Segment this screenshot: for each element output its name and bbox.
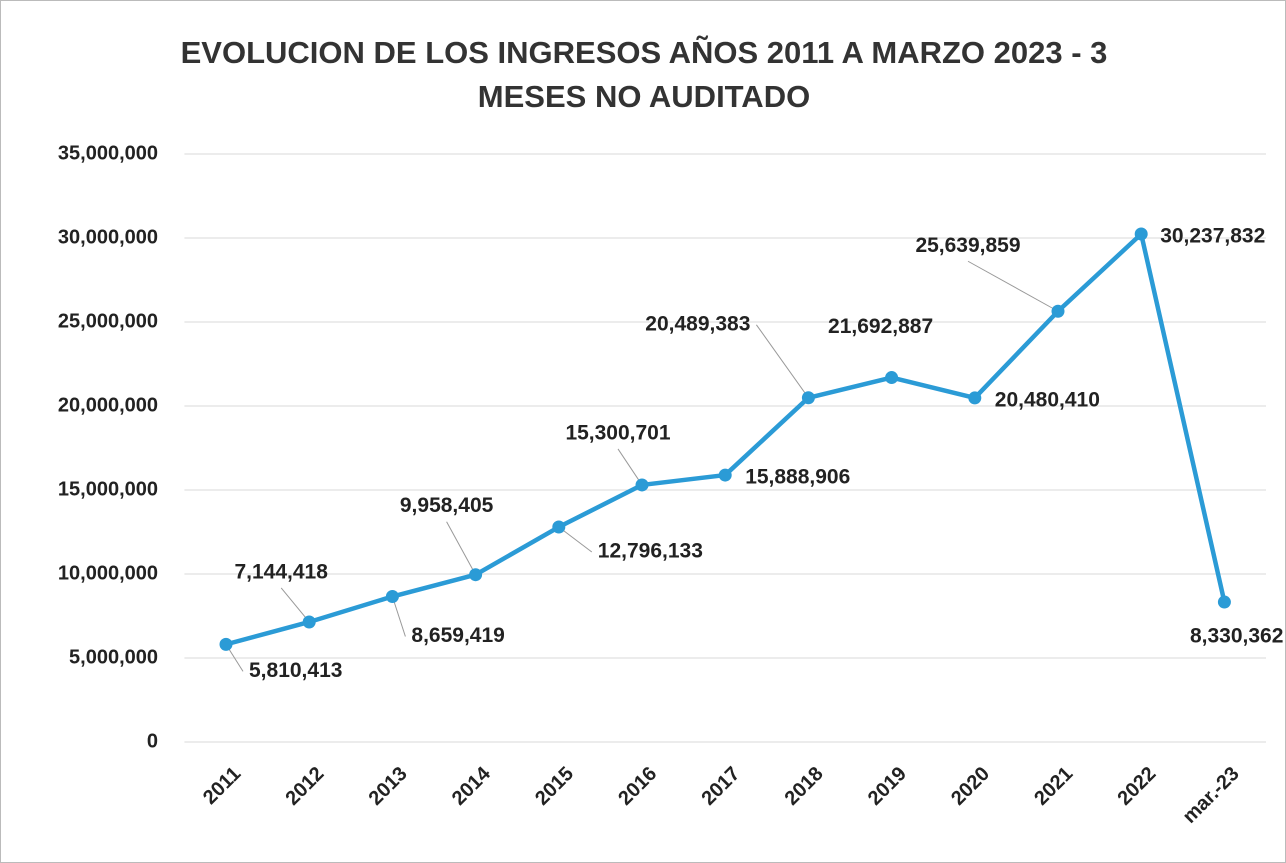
data-label: 21,692,887 (828, 315, 933, 338)
data-line (225, 231, 1227, 647)
data-label: 30,237,832 (1160, 225, 1265, 248)
x-tick-label: 2012 (281, 763, 328, 810)
data-label: 5,810,413 (249, 659, 342, 682)
y-tick-label: 35,000,000 (58, 142, 158, 164)
data-point (552, 520, 566, 534)
x-tick-label: 2017 (697, 763, 744, 810)
data-point (1051, 304, 1065, 318)
x-tick-label: 2016 (614, 763, 661, 810)
data-point (1217, 595, 1231, 609)
x-tick-label: 2015 (531, 763, 578, 810)
leader-line (280, 587, 310, 623)
x-tick-label: 2020 (947, 763, 994, 810)
leader-line (617, 448, 643, 486)
leader-line (558, 526, 593, 553)
data-label: 8,330,362 (1190, 625, 1283, 648)
data-label: 15,888,906 (745, 466, 850, 489)
y-tick-label: 5,000,000 (69, 646, 158, 668)
leader-line (967, 260, 1059, 312)
data-label: 12,796,133 (598, 540, 703, 563)
x-tick-label: 2019 (864, 763, 911, 810)
leader-line (446, 521, 477, 575)
data-point (885, 371, 899, 385)
data-label: 15,300,701 (565, 421, 670, 444)
data-label: 25,639,859 (915, 234, 1020, 257)
y-tick-label: 15,000,000 (58, 478, 158, 500)
y-tick-label: 0 (147, 730, 158, 752)
x-tick-label: mar.-23 (1179, 763, 1244, 828)
x-tick-label: 2021 (1030, 763, 1077, 810)
data-point (1134, 227, 1148, 241)
data-label: 7,144,418 (234, 561, 328, 584)
data-label: 20,480,410 (995, 388, 1100, 411)
data-point (718, 468, 732, 482)
data-point (385, 590, 399, 604)
leader-line (391, 596, 406, 637)
data-label: 20,489,383 (645, 312, 750, 335)
data-point (635, 478, 649, 492)
data-label: 9,958,405 (400, 494, 494, 517)
leader-line (755, 324, 809, 399)
data-point (968, 391, 982, 405)
x-tick-label: 2018 (781, 763, 828, 810)
y-tick-label: 10,000,000 (58, 562, 158, 584)
x-tick-label: 2022 (1113, 763, 1160, 810)
x-tick-label: 2014 (448, 762, 496, 810)
y-tick-label: 25,000,000 (58, 310, 158, 332)
data-label: 8,659,419 (411, 624, 504, 647)
data-point (801, 391, 815, 405)
chart-title: EVOLUCION DE LOS INGRESOS AÑOS 2011 A MA… (180, 35, 1108, 114)
x-tick-label: 2011 (199, 763, 245, 809)
data-point (219, 637, 233, 651)
data-point (469, 568, 483, 582)
x-tick-label: 2013 (365, 763, 412, 810)
data-point (302, 615, 316, 629)
y-tick-label: 20,000,000 (58, 394, 158, 416)
y-tick-label: 30,000,000 (58, 226, 158, 248)
